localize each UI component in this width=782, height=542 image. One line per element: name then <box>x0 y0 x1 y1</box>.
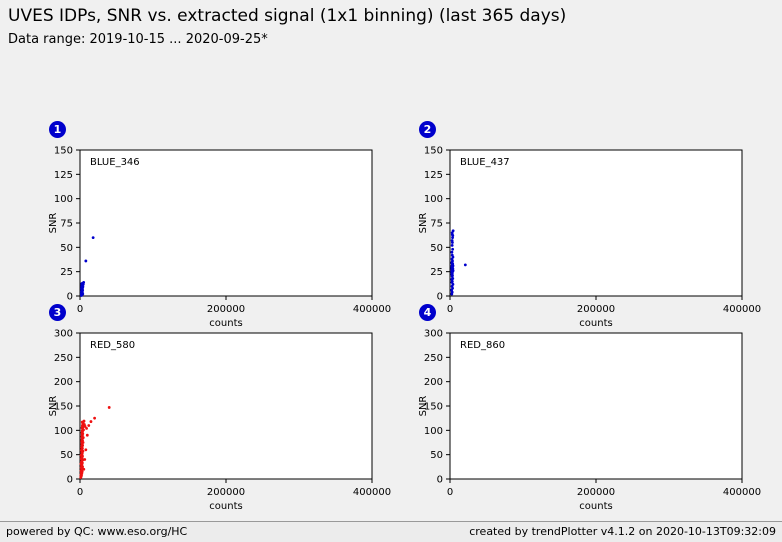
y-tick-label: 100 <box>424 426 443 437</box>
data-point <box>81 292 85 296</box>
series-label: BLUE_346 <box>90 157 140 168</box>
y-axis-label: SNR <box>418 213 429 234</box>
plot-3-badge: 3 <box>49 304 66 321</box>
x-tick-label: 200000 <box>577 487 615 498</box>
x-tick-label: 200000 <box>207 304 245 315</box>
data-point <box>84 448 88 452</box>
y-tick-label: 50 <box>60 243 73 254</box>
plot-4-badge: 4 <box>419 304 436 321</box>
y-tick-label: 250 <box>54 353 73 364</box>
x-tick-label: 400000 <box>723 304 761 315</box>
y-tick-label: 150 <box>54 146 73 157</box>
data-point <box>450 250 454 254</box>
y-tick-label: 50 <box>60 450 73 461</box>
data-point <box>82 419 86 423</box>
x-axis-label: counts <box>209 501 242 512</box>
y-tick-label: 25 <box>430 267 443 278</box>
y-tick-label: 25 <box>60 267 73 278</box>
series-label: RED_860 <box>460 340 505 351</box>
y-tick-label: 150 <box>424 402 443 413</box>
data-point <box>87 424 91 427</box>
data-point <box>107 406 111 409</box>
data-point <box>450 239 454 242</box>
y-tick-label: 0 <box>437 292 443 303</box>
plot-2-badge: 2 <box>419 121 436 138</box>
y-axis-label: SNR <box>48 396 59 417</box>
data-point <box>83 458 87 461</box>
y-tick-label: 250 <box>424 353 443 364</box>
y-tick-label: 300 <box>424 329 443 340</box>
x-tick-label: 200000 <box>207 487 245 498</box>
plot-frame <box>449 332 743 480</box>
y-axis-label: SNR <box>418 396 429 417</box>
x-tick-label: 200000 <box>577 304 615 315</box>
data-point <box>82 467 86 471</box>
x-tick-label: 400000 <box>353 304 391 315</box>
series-label: BLUE_437 <box>460 157 510 168</box>
footer-created-by: created by trendPlotter v4.1.2 on 2020-1… <box>469 525 776 538</box>
y-tick-label: 0 <box>67 475 73 486</box>
y-tick-label: 150 <box>424 146 443 157</box>
page-title: UVES IDPs, SNR vs. extracted signal (1x1… <box>8 6 567 26</box>
x-axis-label: counts <box>209 318 242 329</box>
x-tick-label: 0 <box>447 304 453 315</box>
data-point <box>84 259 88 263</box>
scatter-plot-BLUE_437: 0 25 50 75 100 125 150 0 200000 400000 BLUE_437cou… <box>418 146 761 330</box>
x-tick-label: 0 <box>77 487 83 498</box>
scatter-plot-BLUE_346: 0 25 50 75 100 125 150 0 200000 400000 BLUE_346cou… <box>48 146 391 330</box>
scatter-plot-RED_580: 0 50 100 150 200 250 300 0 200000 400000 RED_580co… <box>48 329 391 513</box>
data-point <box>85 433 89 437</box>
y-tick-label: 125 <box>424 170 443 181</box>
y-tick-label: 100 <box>54 426 73 437</box>
y-tick-label: 75 <box>60 219 73 230</box>
x-axis-label: counts <box>579 318 612 329</box>
y-tick-label: 200 <box>54 377 73 388</box>
scatter-plot-RED_860: 0 50 100 150 200 250 300 0 200000 400000 RED_860co… <box>418 329 761 513</box>
y-tick-label: 125 <box>54 170 73 181</box>
y-tick-label: 50 <box>430 450 443 461</box>
x-axis-label: counts <box>579 501 612 512</box>
footer-bar: powered by QC: www.eso.org/HC created by… <box>0 521 782 542</box>
y-tick-label: 150 <box>54 402 73 413</box>
y-tick-label: 100 <box>424 194 443 205</box>
data-point <box>82 280 86 284</box>
y-tick-label: 300 <box>54 329 73 340</box>
footer-qc-link[interactable]: powered by QC: www.eso.org/HC <box>6 525 188 538</box>
plot-1-badge: 1 <box>49 121 66 138</box>
y-axis-label: SNR <box>48 213 59 234</box>
y-tick-label: 50 <box>430 243 443 254</box>
data-point <box>451 229 455 233</box>
plot-frame <box>79 332 373 480</box>
y-tick-label: 75 <box>430 219 443 230</box>
data-point <box>85 426 88 430</box>
x-tick-label: 400000 <box>723 487 761 498</box>
series-label: RED_580 <box>90 340 135 351</box>
y-tick-label: 100 <box>54 194 73 205</box>
data-point <box>89 420 93 423</box>
x-tick-label: 400000 <box>353 487 391 498</box>
data-range-subtitle: Data range: 2019-10-15 ... 2020-09-25* <box>8 32 268 47</box>
x-tick-label: 0 <box>447 487 453 498</box>
plot-frame <box>449 149 743 297</box>
y-tick-label: 0 <box>437 475 443 486</box>
data-point <box>451 247 455 251</box>
x-tick-label: 0 <box>77 304 83 315</box>
y-tick-label: 0 <box>67 292 73 303</box>
data-point <box>450 253 454 257</box>
y-tick-label: 200 <box>424 377 443 388</box>
data-point <box>93 416 96 420</box>
data-point <box>91 236 95 239</box>
plot-frame <box>79 149 373 297</box>
data-point <box>83 425 87 428</box>
data-point <box>463 263 467 267</box>
data-point <box>450 243 454 247</box>
